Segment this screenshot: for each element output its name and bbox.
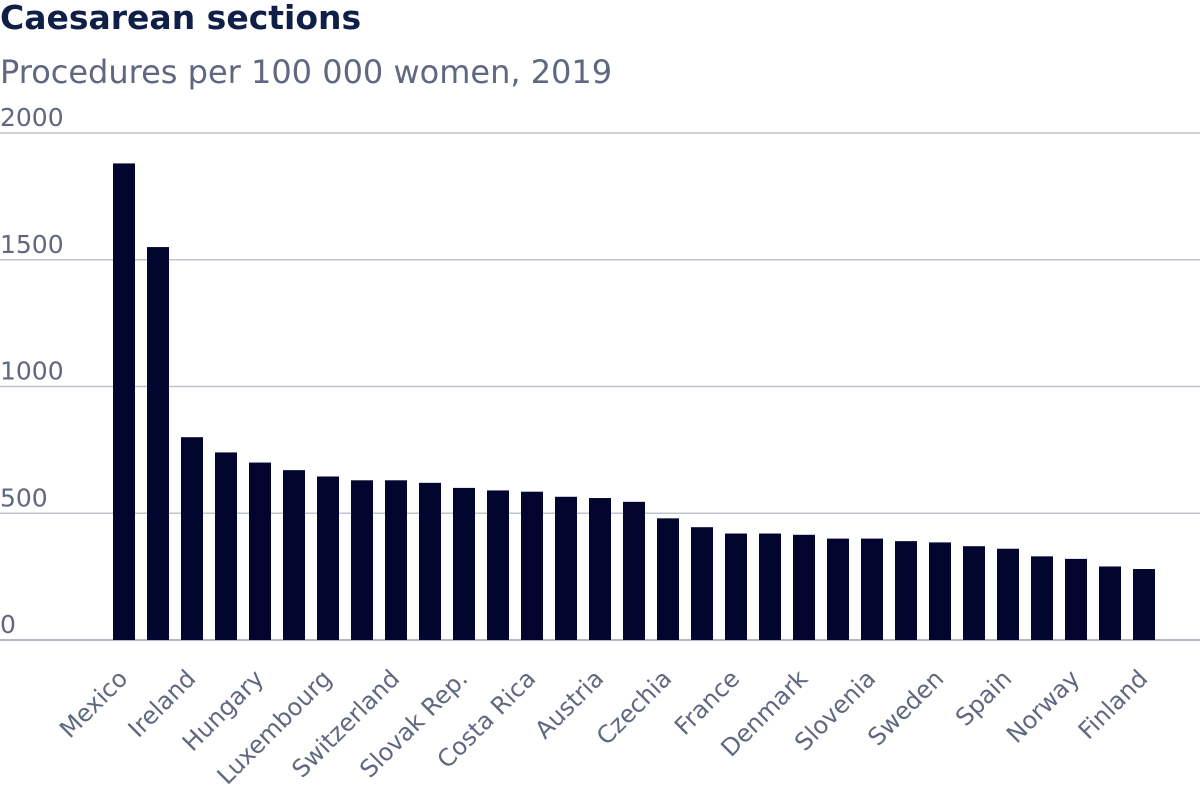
bar	[147, 247, 169, 640]
bar	[623, 501, 645, 640]
bar	[555, 496, 577, 640]
bar	[487, 490, 509, 640]
bars	[113, 163, 1155, 641]
bar	[521, 491, 543, 640]
bar	[1065, 558, 1087, 640]
bar	[351, 480, 373, 640]
bar	[657, 518, 679, 640]
y-tick-label: 1000	[0, 357, 64, 386]
x-tick-label: Czechia	[591, 664, 677, 750]
x-tick-labels: MexicoIrelandHungaryLuxembourgSwitzerlan…	[54, 664, 1153, 790]
bar	[215, 452, 237, 640]
bar	[1099, 566, 1121, 640]
bar	[385, 480, 407, 640]
bar	[249, 462, 271, 640]
chart-title: Caesarean sections	[0, 0, 362, 37]
bar	[419, 482, 441, 640]
bar	[1133, 569, 1155, 640]
bar	[725, 533, 747, 640]
bar	[453, 487, 475, 640]
bar	[793, 534, 815, 640]
x-tick-label: Norway	[1001, 664, 1085, 748]
x-tick-label: Mexico	[54, 664, 133, 743]
bar	[113, 163, 135, 641]
y-tick-label: 1500	[0, 230, 64, 259]
bar	[997, 548, 1019, 640]
chart-subtitle: Procedures per 100 000 women, 2019	[0, 53, 613, 91]
y-tick-labels: 0 500 1000 1500 2000	[0, 103, 64, 639]
bar	[963, 546, 985, 640]
bar	[691, 527, 713, 640]
y-tick-label: 500	[0, 483, 48, 512]
bar	[861, 538, 883, 640]
y-tick-label: 2000	[0, 103, 64, 132]
x-tick-label: Finland	[1073, 664, 1153, 744]
bar	[759, 533, 781, 640]
bar	[929, 542, 951, 640]
y-tick-label: 0	[0, 610, 16, 639]
bar	[317, 476, 339, 640]
bar	[895, 541, 917, 640]
bar	[181, 437, 203, 640]
bar	[1031, 556, 1053, 640]
bar	[827, 538, 849, 640]
x-tick-label: Sweden	[862, 664, 949, 751]
bar	[589, 498, 611, 640]
bar	[283, 470, 305, 640]
